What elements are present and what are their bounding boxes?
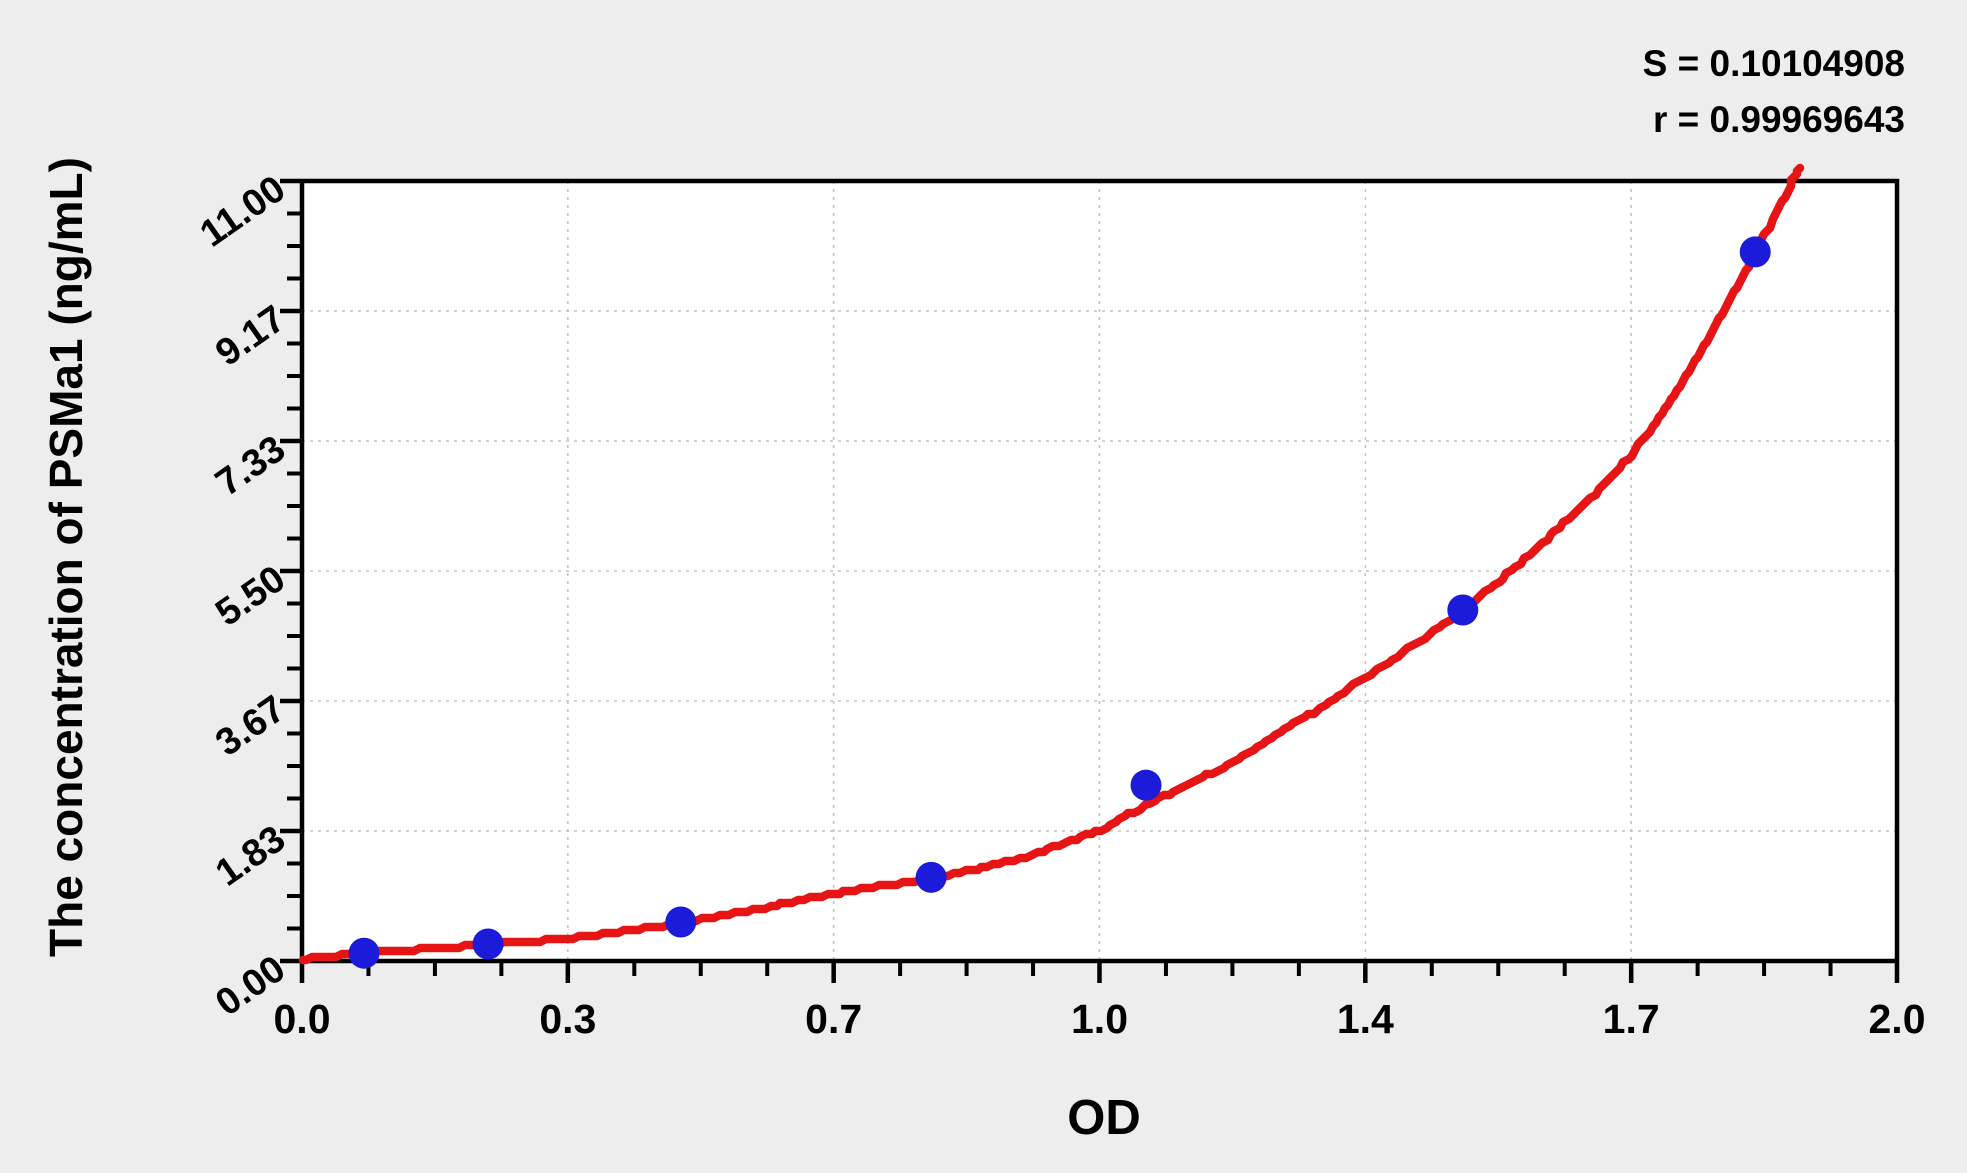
plot-frame — [299, 178, 1900, 964]
stat-r-value: r = 0.99969643 — [1652, 99, 1905, 140]
data-point — [348, 937, 380, 969]
x-tick-label: 1.4 — [1336, 996, 1394, 1042]
y-axis-title: The concentration of PSMa1 (ng/mL) — [40, 157, 92, 957]
x-tick-label: 1.0 — [1071, 996, 1128, 1042]
fit-curve — [298, 163, 1805, 965]
data-point — [915, 861, 947, 893]
x-tick-label: 2.0 — [1868, 996, 1926, 1042]
data-point — [472, 928, 504, 960]
data-point — [1130, 769, 1162, 801]
x-tick-label: 1.7 — [1602, 996, 1660, 1042]
data-point — [1447, 594, 1479, 626]
data-point — [665, 906, 697, 938]
x-tick-label: 0.3 — [539, 996, 597, 1042]
x-tick-label: 0.7 — [805, 996, 863, 1042]
fit-statistics: S = 0.10104908 r = 0.99969643 — [1643, 36, 1905, 148]
x-tick-label: 0.0 — [273, 996, 331, 1042]
stat-s-value: S = 0.10104908 — [1642, 43, 1905, 84]
x-axis-title: OD — [1067, 1091, 1141, 1145]
data-point — [1739, 236, 1771, 268]
plot-area — [302, 181, 1897, 961]
